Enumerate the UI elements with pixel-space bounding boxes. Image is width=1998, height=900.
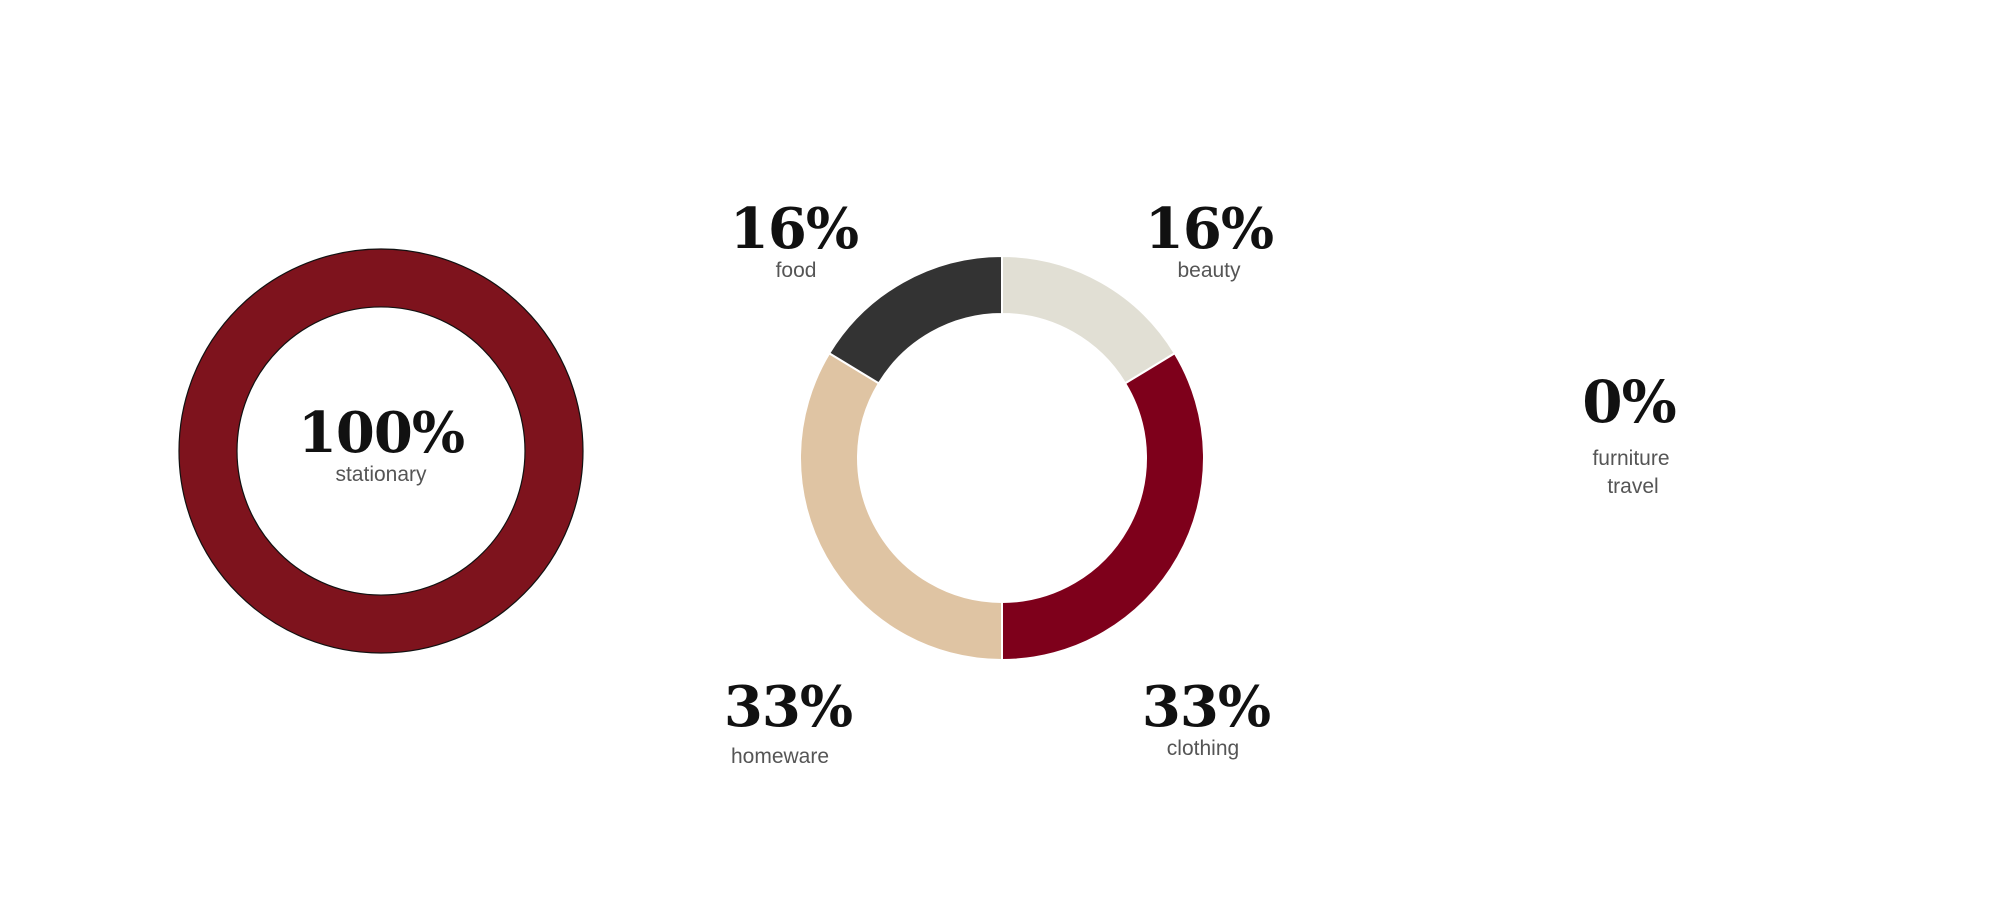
homeware-category-label: homeware <box>731 745 829 768</box>
donut-chart-empty: 0% furniture travel <box>1582 368 1676 498</box>
empty-percent-label: 0% <box>1582 368 1675 436</box>
slice-clothing <box>1001 351 1205 662</box>
homeware-percent-label: 33% <box>724 674 852 740</box>
slice-beauty <box>1001 254 1177 385</box>
clothing-percent-label: 33% <box>1142 674 1270 740</box>
slice-food <box>827 254 1003 385</box>
food-category-label: food <box>776 259 817 282</box>
clothing-category-label: clothing <box>1167 737 1239 760</box>
slice-stationary <box>178 248 584 654</box>
donut-chart-stationary: 100% stationary <box>178 248 584 654</box>
donut-1-slices <box>178 248 584 654</box>
slice-homeware <box>799 351 1003 662</box>
beauty-category-label: beauty <box>1177 259 1241 282</box>
donut-chart-categories: 16% food 16% beauty 33% homeware 33% clo… <box>724 196 1274 768</box>
travel-category-label: travel <box>1607 475 1658 498</box>
beauty-percent-label: 16% <box>1145 196 1273 262</box>
furniture-category-label: furniture <box>1592 447 1669 470</box>
stationary-percent-label: 100% <box>298 400 464 466</box>
stationary-category-label: stationary <box>335 463 427 486</box>
food-percent-label: 16% <box>730 196 858 262</box>
donut-2-slices <box>799 254 1205 662</box>
